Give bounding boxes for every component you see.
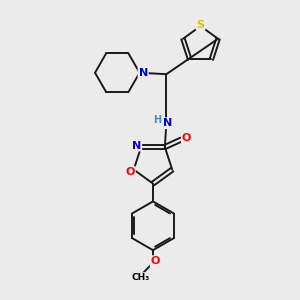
Text: N: N xyxy=(139,68,148,78)
Text: S: S xyxy=(196,20,205,30)
Text: N: N xyxy=(132,140,141,151)
Text: N: N xyxy=(163,118,172,128)
Text: CH₃: CH₃ xyxy=(131,273,149,282)
Text: O: O xyxy=(182,133,191,143)
Text: O: O xyxy=(125,167,135,177)
Text: H: H xyxy=(153,115,161,125)
Text: O: O xyxy=(151,256,160,266)
